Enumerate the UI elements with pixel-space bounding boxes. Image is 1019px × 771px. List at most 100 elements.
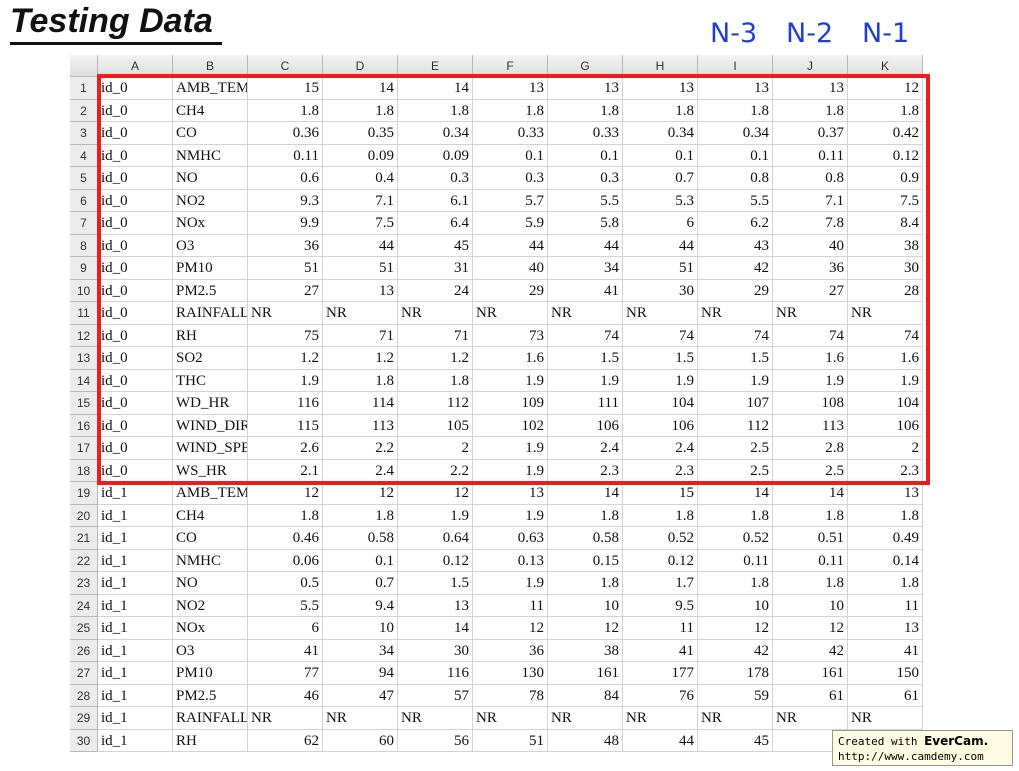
cell[interactable]: 1.8 bbox=[698, 99, 773, 122]
cell[interactable]: 57 bbox=[398, 684, 473, 707]
cell[interactable]: 42 bbox=[773, 639, 848, 662]
cell[interactable]: 10 bbox=[323, 617, 398, 640]
cell[interactable]: 62 bbox=[248, 729, 323, 752]
row-header[interactable]: 24 bbox=[70, 594, 98, 617]
cell[interactable]: 1.8 bbox=[698, 504, 773, 527]
cell[interactable]: id_1 bbox=[98, 729, 173, 752]
cell[interactable]: 2.2 bbox=[323, 437, 398, 460]
cell[interactable]: RAINFALL bbox=[173, 707, 248, 730]
cell[interactable]: 14 bbox=[548, 482, 623, 505]
cell[interactable]: 51 bbox=[473, 729, 548, 752]
cell[interactable]: 0.49 bbox=[848, 527, 923, 550]
cell[interactable]: 0.7 bbox=[623, 167, 698, 190]
cell[interactable]: NR bbox=[548, 302, 623, 325]
cell[interactable]: 48 bbox=[548, 729, 623, 752]
cell[interactable]: O3 bbox=[173, 639, 248, 662]
row-header[interactable]: 26 bbox=[70, 639, 98, 662]
row-header[interactable]: 27 bbox=[70, 662, 98, 685]
cell[interactable]: 1.9 bbox=[698, 369, 773, 392]
row-header[interactable]: 16 bbox=[70, 414, 98, 437]
cell[interactable]: 1.9 bbox=[623, 369, 698, 392]
cell[interactable]: 0.6 bbox=[248, 167, 323, 190]
cell[interactable]: 11 bbox=[473, 594, 548, 617]
cell[interactable]: 31 bbox=[398, 257, 473, 280]
cell[interactable]: id_1 bbox=[98, 662, 173, 685]
cell[interactable]: 116 bbox=[398, 662, 473, 685]
row-header[interactable]: 5 bbox=[70, 167, 98, 190]
row-header[interactable]: 2 bbox=[70, 99, 98, 122]
cell[interactable]: 84 bbox=[548, 684, 623, 707]
cell[interactable]: NOx bbox=[173, 617, 248, 640]
cell[interactable]: 0.12 bbox=[398, 549, 473, 572]
cell[interactable]: 1.8 bbox=[848, 572, 923, 595]
cell[interactable]: NR bbox=[473, 707, 548, 730]
cell[interactable]: 30 bbox=[398, 639, 473, 662]
cell[interactable]: 77 bbox=[248, 662, 323, 685]
cell[interactable]: id_0 bbox=[98, 189, 173, 212]
cell[interactable]: 0.33 bbox=[548, 122, 623, 145]
cell[interactable]: 12 bbox=[398, 482, 473, 505]
cell[interactable]: 1.2 bbox=[398, 347, 473, 370]
cell[interactable]: 114 bbox=[323, 392, 398, 415]
cell[interactable]: 6 bbox=[248, 617, 323, 640]
cell[interactable]: 13 bbox=[548, 77, 623, 100]
cell[interactable]: NR bbox=[248, 302, 323, 325]
row-header[interactable]: 29 bbox=[70, 707, 98, 730]
cell[interactable]: 12 bbox=[548, 617, 623, 640]
row-header[interactable]: 15 bbox=[70, 392, 98, 415]
cell[interactable]: id_1 bbox=[98, 572, 173, 595]
cell[interactable]: PM10 bbox=[173, 257, 248, 280]
cell[interactable]: id_0 bbox=[98, 144, 173, 167]
cell[interactable]: 102 bbox=[473, 414, 548, 437]
row-header[interactable]: 25 bbox=[70, 617, 98, 640]
cell[interactable]: 94 bbox=[323, 662, 398, 685]
cell[interactable]: 116 bbox=[248, 392, 323, 415]
row-header[interactable]: 19 bbox=[70, 482, 98, 505]
row-header[interactable]: 4 bbox=[70, 144, 98, 167]
cell[interactable]: 27 bbox=[248, 279, 323, 302]
cell[interactable]: 0.3 bbox=[548, 167, 623, 190]
cell[interactable]: 34 bbox=[323, 639, 398, 662]
cell[interactable]: 36 bbox=[473, 639, 548, 662]
cell[interactable]: 1.8 bbox=[548, 504, 623, 527]
cell[interactable]: 74 bbox=[773, 324, 848, 347]
cell[interactable]: 1.9 bbox=[473, 572, 548, 595]
cell[interactable]: 41 bbox=[848, 639, 923, 662]
corner-cell[interactable] bbox=[70, 55, 98, 77]
cell[interactable]: NR bbox=[773, 707, 848, 730]
cell[interactable]: 12 bbox=[473, 617, 548, 640]
cell[interactable]: 108 bbox=[773, 392, 848, 415]
cell[interactable]: 113 bbox=[323, 414, 398, 437]
cell[interactable]: 44 bbox=[323, 234, 398, 257]
cell[interactable]: 51 bbox=[623, 257, 698, 280]
cell[interactable]: 61 bbox=[848, 684, 923, 707]
cell[interactable]: 1.8 bbox=[623, 99, 698, 122]
cell[interactable]: 2 bbox=[398, 437, 473, 460]
cell[interactable]: NR bbox=[398, 302, 473, 325]
cell[interactable]: 0.35 bbox=[323, 122, 398, 145]
cell[interactable]: 42 bbox=[698, 257, 773, 280]
cell[interactable]: 7.1 bbox=[773, 189, 848, 212]
cell[interactable]: 0.11 bbox=[773, 549, 848, 572]
cell[interactable]: 73 bbox=[473, 324, 548, 347]
cell[interactable]: 7.8 bbox=[773, 212, 848, 235]
cell[interactable]: RAINFALL bbox=[173, 302, 248, 325]
cell[interactable]: 1.8 bbox=[848, 99, 923, 122]
cell[interactable]: 78 bbox=[473, 684, 548, 707]
cell[interactable]: 10 bbox=[698, 594, 773, 617]
cell[interactable]: id_0 bbox=[98, 279, 173, 302]
cell[interactable]: 13 bbox=[323, 279, 398, 302]
row-header[interactable]: 6 bbox=[70, 189, 98, 212]
cell[interactable]: NO2 bbox=[173, 594, 248, 617]
cell[interactable]: 5.3 bbox=[623, 189, 698, 212]
cell[interactable]: 38 bbox=[548, 639, 623, 662]
cell[interactable]: NR bbox=[698, 302, 773, 325]
cell[interactable]: NR bbox=[398, 707, 473, 730]
row-header[interactable]: 21 bbox=[70, 527, 98, 550]
cell[interactable]: 1.8 bbox=[248, 504, 323, 527]
cell[interactable]: 0.09 bbox=[398, 144, 473, 167]
cell[interactable]: 2.6 bbox=[248, 437, 323, 460]
cell[interactable]: 0.34 bbox=[398, 122, 473, 145]
cell[interactable]: 12 bbox=[248, 482, 323, 505]
cell[interactable]: NR bbox=[473, 302, 548, 325]
